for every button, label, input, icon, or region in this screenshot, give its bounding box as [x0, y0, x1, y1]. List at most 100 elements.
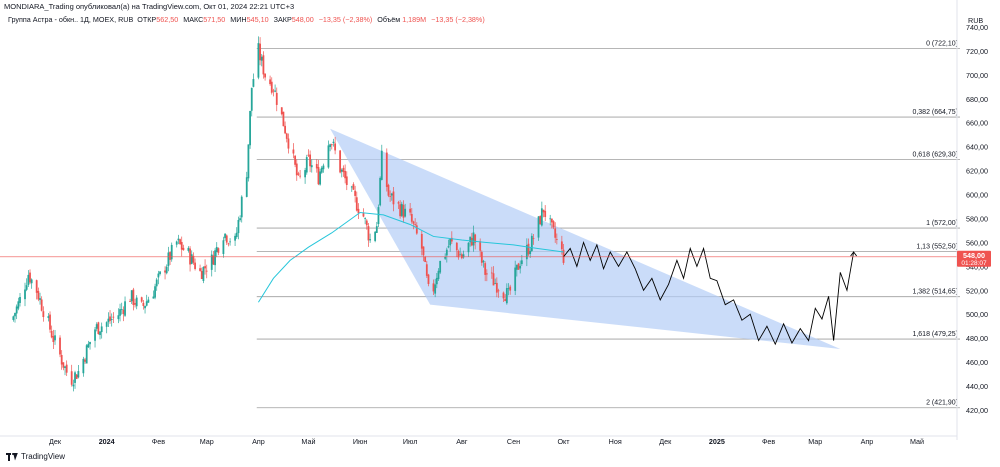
candle [25, 278, 28, 292]
price-tick-label: 600,00 [966, 191, 988, 200]
change-value: −13,35 (−2,38%) [318, 15, 373, 24]
price-tick-label: 640,00 [966, 143, 988, 152]
candle [554, 222, 557, 243]
candle [484, 261, 487, 282]
candle [130, 290, 133, 305]
candle [364, 217, 367, 225]
candle [264, 73, 266, 81]
candle [54, 329, 56, 345]
candle [65, 360, 68, 377]
candle [122, 306, 125, 322]
candle [385, 148, 388, 192]
forecast-path[interactable] [563, 240, 855, 346]
candle [355, 191, 358, 212]
candle [89, 341, 91, 350]
price-tick-label: 500,00 [966, 310, 988, 319]
price-tick-label: 480,00 [966, 334, 988, 343]
candle [87, 340, 90, 349]
fibonacci-levels[interactable]: 0 (722,10) 0,382 (664,75) 0,618 (629,30) 1 … [256, 40, 960, 409]
footer[interactable]: TradingView [6, 452, 65, 461]
time-axis[interactable]: Дек 2024 Фев Мар Апр Май Июн Июл Авг Сен Окт Ноя Дек… [0, 435, 957, 446]
candle [144, 305, 146, 314]
candle [269, 75, 271, 86]
low-value: 545,10 [246, 15, 269, 24]
candle [544, 205, 547, 222]
candle [462, 250, 465, 259]
time-tick-label: Мар [808, 437, 822, 446]
triangle-pattern[interactable] [330, 128, 841, 349]
candle [282, 111, 285, 127]
moving-average-line [257, 211, 564, 303]
time-tick-label: Май [301, 437, 315, 446]
candle [320, 165, 323, 174]
price-axis[interactable]: 420,00 440,00 460,00 480,00 500,00 520,00 540,… [956, 0, 988, 440]
fib-label: 1,618 (479,25) [912, 331, 958, 338]
price-tick-label: 660,00 [966, 119, 988, 128]
candle [135, 295, 138, 310]
candle [110, 313, 113, 327]
time-tick-label: Сен [507, 437, 520, 446]
price-tick-label: 740,00 [966, 23, 988, 32]
candle [245, 171, 248, 198]
close-value: 548,00 [291, 15, 314, 24]
volume-change: −13,35 (−2,38%) [431, 15, 485, 24]
time-tick-label: Окт [557, 437, 570, 446]
candle [225, 234, 228, 245]
candle [235, 227, 238, 239]
candle [60, 350, 63, 370]
candle [202, 266, 205, 284]
candle [399, 200, 402, 219]
tradingview-logo-icon [6, 452, 18, 461]
candle [210, 250, 213, 277]
candle [425, 260, 428, 278]
candle [507, 283, 510, 296]
candle [227, 242, 230, 247]
candle [495, 277, 498, 298]
symbol-legend: Группа Астра - обкн.. 1Д, MOEX, RUB ОТКР… [8, 15, 488, 24]
candle [95, 322, 98, 332]
candle [250, 87, 253, 117]
candle [37, 287, 40, 302]
candle [485, 269, 488, 282]
candle [549, 214, 552, 226]
candle [187, 246, 190, 253]
candle [134, 298, 136, 308]
candle [192, 252, 195, 265]
time-tick-label: Дек [659, 437, 672, 446]
time-tick-label: Фев [762, 437, 775, 446]
candle [515, 264, 518, 277]
candle [447, 239, 450, 249]
candle [422, 246, 425, 262]
fib-label: 0,382 (664,75) [912, 109, 958, 116]
candle [504, 294, 507, 302]
time-tick-label: Авг [456, 437, 468, 446]
candle [537, 215, 540, 241]
candle [357, 203, 360, 220]
candle [129, 298, 131, 302]
candle [84, 357, 86, 364]
candle [154, 283, 156, 300]
symbol-name[interactable]: Группа Астра - обкн.. 1Д, MOEX, RUB [8, 15, 134, 24]
candle [482, 259, 485, 268]
candle [330, 143, 333, 150]
candle [285, 132, 288, 143]
candle [99, 331, 101, 340]
candle [112, 312, 115, 324]
candle [40, 296, 43, 312]
candle [27, 270, 30, 287]
time-tick-label: 2024 [99, 437, 115, 446]
price-tick-label: 720,00 [966, 47, 988, 56]
candle [532, 234, 535, 245]
candle [459, 247, 462, 256]
price-tag-countdown: 01:28:07 [961, 260, 987, 267]
candle [305, 154, 308, 175]
time-tick-label: Апр [252, 437, 265, 446]
candle [404, 203, 407, 218]
candle [85, 344, 88, 364]
candle [212, 251, 215, 265]
candle [180, 236, 183, 257]
candle [240, 195, 243, 223]
candle [317, 159, 320, 186]
candle [175, 240, 178, 248]
